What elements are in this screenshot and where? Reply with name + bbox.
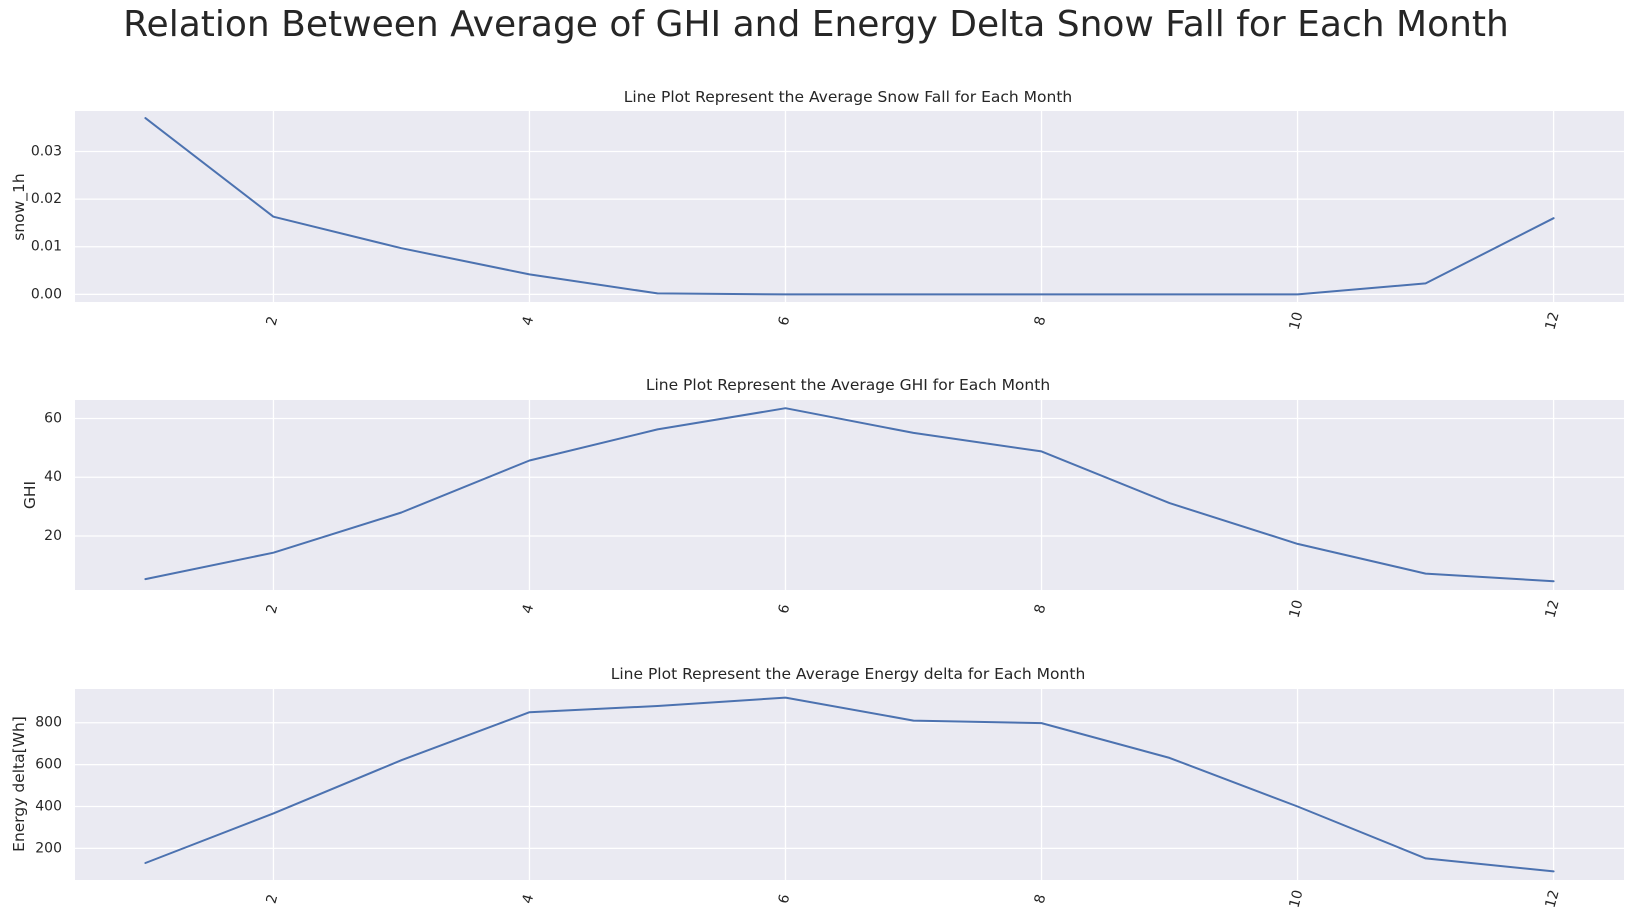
- energy-data-point: [143, 861, 147, 865]
- ghi-data-point: [399, 510, 403, 514]
- ghi-x-tick-label: 10: [1287, 598, 1307, 619]
- snow-data-point: [527, 272, 531, 276]
- energy-data-point: [1040, 721, 1044, 725]
- ghi-x-tick-label: 2: [264, 603, 282, 616]
- energy-data-point: [1552, 869, 1556, 873]
- energy-data-point: [912, 719, 916, 723]
- energy-y-tick-label: 600: [35, 757, 62, 773]
- ghi-data-point: [527, 458, 531, 462]
- snow-x-tick-label: 6: [776, 315, 794, 328]
- energy-series-line: [144, 696, 1555, 873]
- snow-series-line: [144, 117, 1555, 296]
- ghi-data-point: [1424, 572, 1428, 576]
- ghi-y-tick-label: 20: [44, 528, 62, 544]
- snow-x-tick-label: 10: [1287, 310, 1307, 331]
- ghi-x-tick-label: 4: [520, 603, 538, 616]
- energy-subplot: Line Plot Represent the Average Energy d…: [10, 665, 1624, 910]
- energy-x-tick-label: 4: [520, 893, 538, 906]
- ghi-data-point: [655, 427, 659, 431]
- ghi-data-point: [271, 551, 275, 555]
- snow-x-tick-label: 2: [264, 315, 282, 328]
- snow-data-point: [912, 292, 916, 296]
- ghi-data-point: [1040, 449, 1044, 453]
- energy-x-tick-label: 6: [776, 893, 794, 906]
- energy-data-point: [1424, 856, 1428, 860]
- ghi-plot-area: [75, 400, 1624, 590]
- energy-x-tick-label: 10: [1287, 888, 1307, 909]
- snow-data-point: [271, 215, 275, 219]
- energy-x-tick-label: 12: [1543, 888, 1563, 909]
- snow-y-tick-label: 0.01: [31, 239, 62, 255]
- ghi-y-tick-label: 60: [44, 411, 62, 427]
- ghi-y-axis-label: GHI: [21, 481, 39, 509]
- energy-data-point: [399, 758, 403, 762]
- snow-x-tick-label: 4: [520, 315, 538, 328]
- snow-y-tick-label: 0.03: [31, 143, 62, 159]
- energy-data-point: [527, 710, 531, 714]
- ghi-x-tick-label: 6: [776, 603, 794, 616]
- snow-y-axis-label: snow_1h: [10, 173, 29, 241]
- energy-y-tick-label: 400: [35, 798, 62, 814]
- snow-data-point: [399, 246, 403, 250]
- snow-plot-area: [75, 111, 1624, 302]
- snow-data-point: [655, 291, 659, 295]
- energy-data-point: [1168, 756, 1172, 760]
- snow-y-tick-label: 0.00: [31, 286, 62, 302]
- ghi-data-point: [1296, 542, 1300, 546]
- snow-y-tick-label: 0.02: [31, 191, 62, 207]
- ghi-subplot: Line Plot Represent the Average GHI for …: [21, 376, 1624, 620]
- snow-data-point: [1424, 281, 1428, 285]
- ghi-subplot-title: Line Plot Represent the Average GHI for …: [646, 376, 1050, 394]
- snow-x-tick-label: 8: [1032, 315, 1050, 328]
- energy-data-point: [655, 704, 659, 708]
- energy-y-tick-label: 200: [35, 840, 62, 856]
- snow-data-point: [1296, 292, 1300, 296]
- energy-data-point: [783, 696, 787, 700]
- energy-subplot-title: Line Plot Represent the Average Energy d…: [611, 665, 1086, 683]
- snow-x-tick-label: 12: [1543, 310, 1563, 331]
- energy-plot-area: [75, 689, 1624, 880]
- ghi-x-tick-label: 8: [1032, 603, 1050, 616]
- ghi-data-point: [912, 431, 916, 435]
- ghi-data-point: [783, 406, 787, 410]
- snow-data-point: [1168, 292, 1172, 296]
- snow-data-point: [143, 116, 147, 120]
- energy-data-point: [271, 811, 275, 815]
- ghi-x-tick-label: 12: [1543, 598, 1563, 619]
- energy-x-tick-label: 8: [1032, 893, 1050, 906]
- figure-title: Relation Between Average of GHI and Ener…: [123, 4, 1509, 45]
- snow-data-point: [783, 292, 787, 296]
- energy-data-point: [1296, 804, 1300, 808]
- snow-data-point: [1040, 292, 1044, 296]
- ghi-data-point: [143, 577, 147, 581]
- snow-data-point: [1552, 216, 1556, 220]
- ghi-data-point: [1552, 579, 1556, 583]
- ghi-y-tick-label: 40: [44, 469, 62, 485]
- ghi-series-line: [144, 407, 1555, 583]
- energy-x-tick-label: 2: [264, 893, 282, 906]
- snow-subplot: Line Plot Represent the Average Snow Fal…: [10, 88, 1624, 332]
- energy-y-tick-label: 800: [35, 715, 62, 731]
- energy-y-axis-label: Energy delta[Wh]: [10, 716, 28, 852]
- ghi-data-point: [1168, 501, 1172, 505]
- snow-subplot-title: Line Plot Represent the Average Snow Fal…: [624, 88, 1072, 106]
